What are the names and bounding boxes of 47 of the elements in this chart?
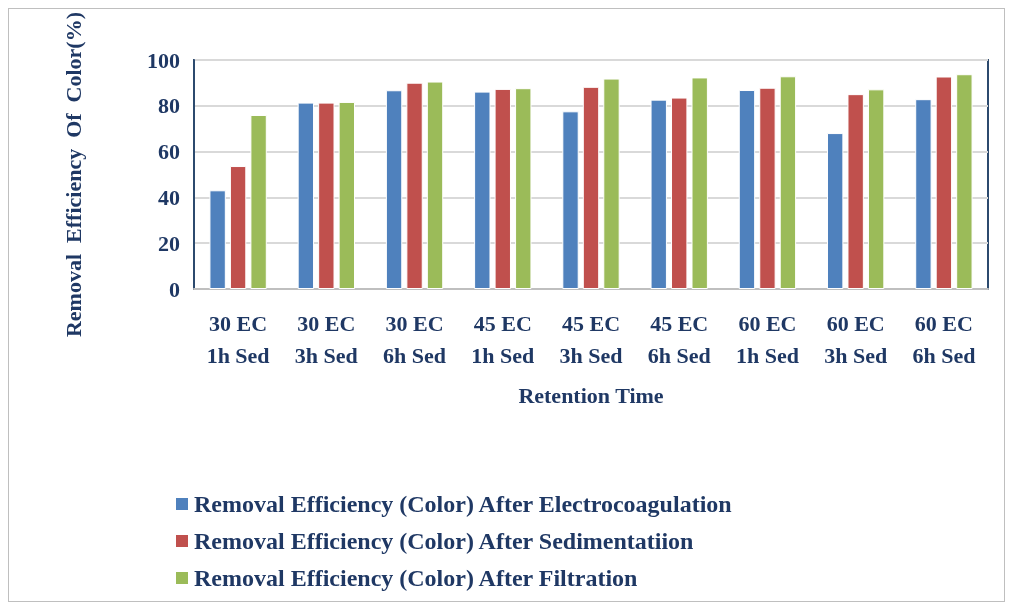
bar [582, 86, 600, 289]
bar [867, 89, 885, 289]
y-tick-label: 40 [158, 184, 180, 210]
bar [494, 88, 511, 289]
y-tick-label: 100 [147, 47, 180, 73]
bar [738, 90, 756, 289]
y-axis-title: Removal Efficiency Of Color(%) [60, 12, 86, 338]
bar [759, 87, 776, 289]
bar [935, 76, 953, 289]
bar [515, 88, 532, 289]
bar [318, 102, 335, 289]
legend-label: Removal Efficiency (Color) After Sedimentatiion [194, 528, 694, 554]
bar [691, 77, 708, 289]
bar [826, 133, 844, 289]
bar [229, 166, 247, 289]
bar [956, 74, 973, 289]
bar [209, 190, 226, 289]
y-tick-label: 20 [158, 230, 180, 256]
bar [474, 91, 491, 289]
bar [779, 76, 797, 289]
bar [915, 99, 932, 289]
x-tick-label: 45 EC 6h Sed [647, 310, 711, 368]
x-tick-label: 30 EC 1h Sed [206, 310, 270, 368]
bar [297, 102, 315, 289]
bar [250, 114, 267, 289]
bar [650, 99, 667, 289]
bar [671, 97, 688, 289]
y-tick-label: 60 [158, 139, 180, 165]
x-tick-label: 30 EC 6h Sed [383, 310, 447, 368]
bar [426, 81, 444, 289]
x-tick-label: 60 EC 6h Sed [912, 310, 976, 368]
bar [338, 101, 356, 289]
bar [847, 94, 864, 289]
x-tick-label: 30 EC 3h Sed [294, 310, 358, 368]
legend-label: Removal Efficiency (Color) After Electrocoagulation [194, 491, 732, 517]
x-tick-label: 60 EC 3h Sed [824, 310, 888, 368]
legend-label: Removal Efficiency (Color) After Filtration [194, 565, 638, 591]
y-tick-label: 0 [169, 276, 180, 302]
bar [562, 111, 579, 289]
y-tick-label: 80 [158, 93, 180, 119]
x-tick-label: 45 EC 1h Sed [471, 310, 535, 368]
bar [406, 82, 423, 289]
x-tick-label: 60 EC 1h Sed [735, 310, 799, 368]
bar [603, 78, 620, 289]
x-tick-label: 45 EC 3h Sed [559, 310, 623, 368]
x-axis-title: Retention Time [518, 382, 664, 408]
bar [385, 90, 403, 289]
